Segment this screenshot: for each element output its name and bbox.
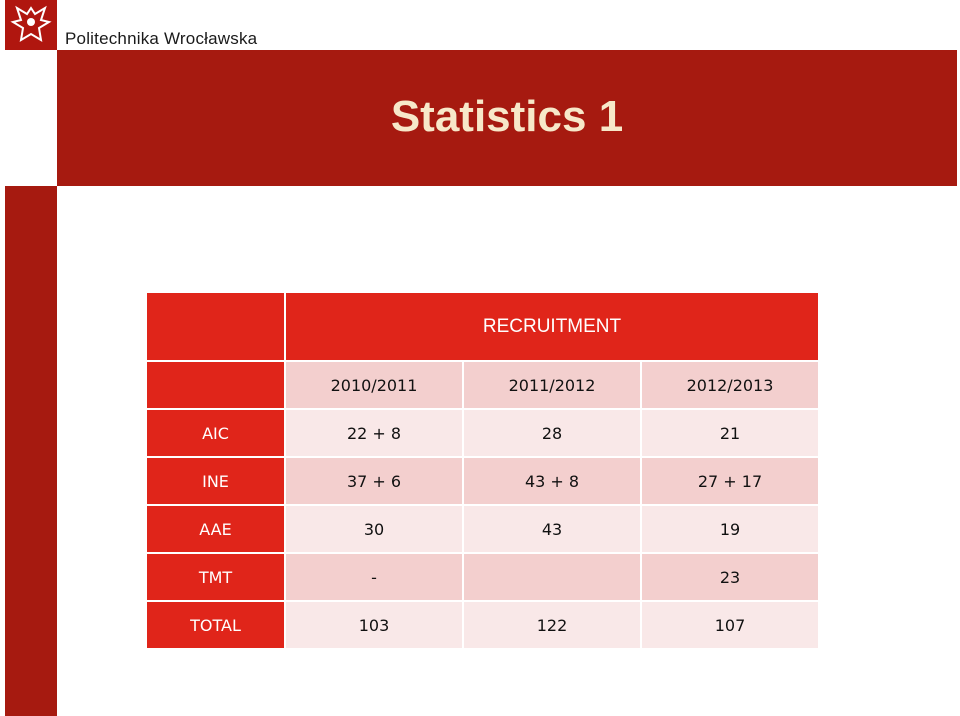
data-cell: 43 bbox=[462, 504, 642, 554]
column-header-row: 2010/2011 2011/2012 2012/2013 bbox=[145, 360, 820, 410]
row-label: INE bbox=[145, 456, 286, 506]
caption-row: RECRUITMENT bbox=[145, 291, 820, 362]
data-cell: 21 bbox=[640, 408, 820, 458]
data-cell: - bbox=[284, 552, 464, 602]
data-cell: 107 bbox=[640, 600, 820, 650]
column-header: 2010/2011 bbox=[284, 360, 464, 410]
column-header: 2012/2013 bbox=[640, 360, 820, 410]
data-row: AIC 22 + 8 28 21 bbox=[145, 408, 820, 458]
logo bbox=[5, 0, 57, 50]
data-cell: 22 + 8 bbox=[284, 408, 464, 458]
banner bbox=[57, 50, 957, 186]
row-label: TOTAL bbox=[145, 600, 286, 650]
data-cell: 37 + 6 bbox=[284, 456, 464, 506]
sidebar bbox=[5, 186, 57, 716]
data-cell: 23 bbox=[640, 552, 820, 602]
column-header: 2011/2012 bbox=[462, 360, 642, 410]
row-label: AAE bbox=[145, 504, 286, 554]
corner-cell bbox=[145, 360, 286, 410]
row-label: AIC bbox=[145, 408, 286, 458]
recruitment-table: RECRUITMENT 2010/2011 2011/2012 2012/2013 A… bbox=[145, 291, 820, 650]
data-cell bbox=[462, 552, 642, 602]
logo-text: Politechnika Wrocławska bbox=[65, 29, 258, 48]
data-row: AAE 30 43 19 bbox=[145, 504, 820, 554]
caption-cell: RECRUITMENT bbox=[284, 291, 820, 362]
table-body: RECRUITMENT 2010/2011 2011/2012 2012/2013 A… bbox=[145, 291, 820, 650]
logo-emblem bbox=[10, 5, 52, 42]
data-cell: 19 bbox=[640, 504, 820, 554]
corner-cell bbox=[145, 291, 286, 362]
data-cell: 28 bbox=[462, 408, 642, 458]
row-label: TMT bbox=[145, 552, 286, 602]
data-cell: 30 bbox=[284, 504, 464, 554]
data-cell: 27 + 17 bbox=[640, 456, 820, 506]
slide-title: Statistics 1 bbox=[390, 92, 624, 141]
data-row: TOTAL 103 122 107 bbox=[145, 600, 820, 650]
data-cell: 43 + 8 bbox=[462, 456, 642, 506]
data-cell: 122 bbox=[462, 600, 642, 650]
data-row: TMT - 23 bbox=[145, 552, 820, 602]
data-row: INE 37 + 6 43 + 8 27 + 17 bbox=[145, 456, 820, 506]
data-cell: 103 bbox=[284, 600, 464, 650]
